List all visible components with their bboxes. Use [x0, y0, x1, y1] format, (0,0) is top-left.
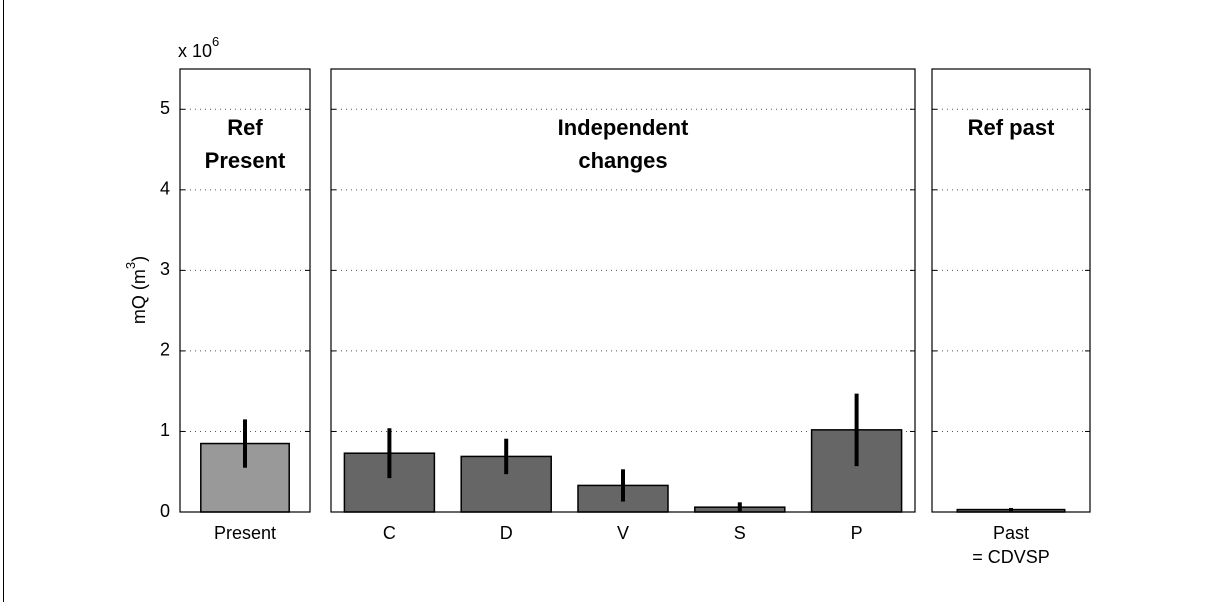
- axis-multiplier-part: 6: [212, 34, 219, 49]
- y-axis-label-part: ): [129, 256, 149, 262]
- y-tick-label: 0: [160, 501, 170, 521]
- y-tick-label: 3: [160, 259, 170, 279]
- x-tick-label: D: [500, 523, 513, 543]
- axes-box: [931, 68, 1091, 513]
- x-tick-label: Past = CDVSP: [972, 523, 1050, 567]
- x-tick-label: Present: [214, 523, 276, 543]
- y-tick-label: 1: [160, 420, 170, 440]
- y-axis-label-part: 3: [123, 262, 138, 269]
- axis-multiplier-part: x 10: [178, 41, 212, 61]
- y-axis-label-part: mQ (m: [129, 269, 149, 324]
- y-axis-label: mQ (m3): [123, 256, 148, 324]
- x-tick-label: P: [851, 523, 863, 543]
- y-tick-label: 5: [160, 98, 170, 118]
- y-tick-label: 4: [160, 179, 170, 199]
- x-tick-label: C: [383, 523, 396, 543]
- x-tick-label: V: [617, 523, 629, 543]
- y-tick-label: 2: [160, 340, 170, 360]
- axes-box: [179, 68, 311, 513]
- x-tick-label: S: [734, 523, 746, 543]
- panel-title: Ref Present: [205, 115, 286, 173]
- axes-box: [330, 68, 916, 513]
- panel-title: Ref past: [968, 115, 1055, 140]
- axis-multiplier: x 106: [178, 34, 219, 60]
- panel-title: Independent changes: [558, 115, 689, 173]
